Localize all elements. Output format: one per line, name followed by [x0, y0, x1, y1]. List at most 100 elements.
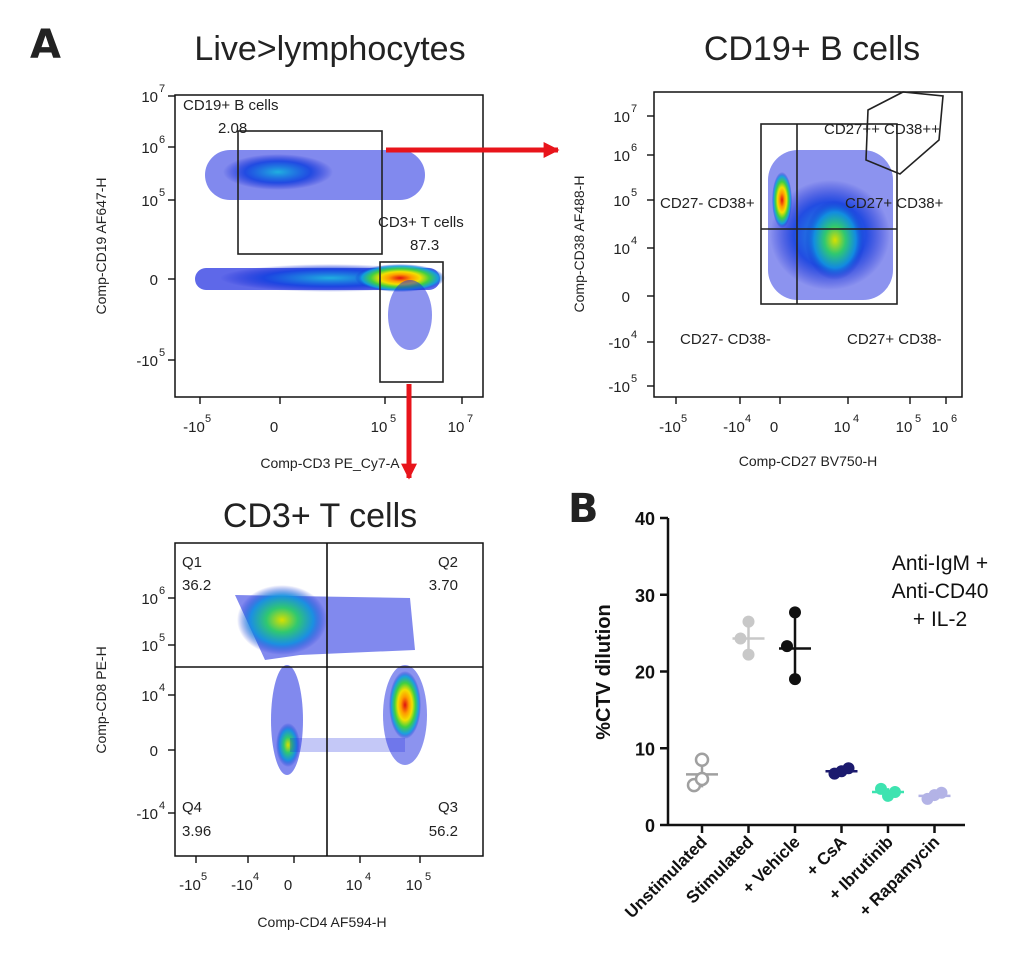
x-axis-label: Comp-CD27 BV750-H	[739, 453, 878, 469]
tick-base: 10	[448, 419, 465, 436]
tick-base: 0	[150, 743, 158, 760]
data-point	[742, 648, 755, 661]
tick-base: 10	[346, 877, 363, 894]
tick-label: -10 5	[608, 373, 637, 396]
tick-exponent: 6	[631, 142, 637, 154]
plot-frame	[653, 91, 963, 398]
data-point	[789, 606, 801, 619]
tick-label: 10 7	[448, 413, 473, 436]
tick-base: -10	[231, 877, 253, 894]
tick-base: 10	[613, 241, 630, 258]
gate-cd3-t-cells[interactable]	[379, 261, 444, 383]
data-point	[842, 762, 855, 775]
tick-base: 10	[141, 591, 158, 608]
y-tick-label: 0	[645, 816, 655, 836]
x-axis-label: Comp-CD4 AF594-H	[257, 914, 386, 930]
tick-exponent: 4	[853, 413, 859, 425]
tick-base: 10	[141, 638, 158, 655]
tick-base: 10	[406, 877, 423, 894]
data-point	[781, 640, 793, 653]
y-tick-label: 30	[635, 586, 655, 606]
tick-exponent: 6	[159, 585, 165, 597]
y-tick-label: 10	[635, 739, 655, 759]
quadrant-name: Q3	[438, 799, 458, 816]
tick-label: 0	[270, 419, 278, 436]
tick-label: 10 5	[613, 187, 637, 210]
quadrant-value: 36.2	[182, 577, 211, 594]
tick-label: -10 5	[659, 413, 687, 436]
series-2	[779, 606, 811, 686]
tick-base: 10	[613, 193, 630, 210]
category-label: Unstimulated	[621, 832, 711, 922]
category-label: + Rapamycin	[855, 832, 943, 920]
tick-exponent: 4	[365, 871, 371, 883]
quadrant-name: Q2	[438, 554, 458, 571]
flow-plot-t-cells: CD3+ T cells Q1 36.2 Q2 3.70 Q4 3.96 Q3 …	[93, 497, 484, 930]
tick-label: 10 5	[406, 871, 431, 894]
tick-label: 0	[150, 272, 158, 289]
quadrant-name: Q4	[182, 799, 202, 816]
flow-plot-b-cells: CD19+ B cells CD27++ CD38++ CD27- CD38+ …	[571, 30, 963, 469]
tick-label: -10 5	[136, 347, 165, 370]
series-0	[686, 752, 718, 793]
data-point	[694, 752, 710, 768]
y-axis-label: %CTV dilution	[593, 604, 615, 740]
tick-exponent: 5	[681, 413, 687, 425]
tick-base: -10	[183, 419, 205, 436]
tick-base: 10	[834, 419, 851, 436]
tick-label: 10 7	[613, 103, 637, 126]
gate-value: 87.3	[410, 237, 439, 254]
tick-exponent: 5	[205, 413, 211, 425]
quadrant-value: 3.96	[182, 823, 211, 840]
flow-plot-live: Live>lymphocytes CD19+ B cells 2.08 CD3+…	[93, 30, 484, 471]
gate-cd19-b-cells[interactable]	[237, 130, 383, 255]
tick-exponent: 5	[159, 187, 165, 199]
plot-title: Live>lymphocytes	[194, 30, 465, 68]
tick-exponent: 4	[159, 682, 165, 694]
tick-base: 10	[371, 419, 388, 436]
tick-label: 10 4	[613, 235, 637, 258]
data-point	[889, 785, 901, 798]
quadrant-name: Q1	[182, 554, 202, 571]
plot-density	[768, 150, 893, 300]
tick-label: 10 4	[141, 682, 165, 705]
tick-label: 10 6	[613, 142, 637, 165]
tick-label: 10 6	[932, 413, 957, 436]
data-point	[935, 786, 948, 799]
quadrant-value: 56.2	[429, 823, 458, 840]
data-point	[734, 632, 747, 645]
quadrant-label: CD27+ CD38+	[845, 195, 944, 212]
tick-exponent: 7	[467, 413, 473, 425]
gate-quadrant-box[interactable]	[760, 123, 898, 305]
tick-label: -10 4	[136, 800, 165, 823]
tick-label: 10 6	[141, 585, 165, 608]
tick-exponent: 4	[253, 871, 259, 883]
tick-exponent: 5	[159, 632, 165, 644]
tick-exponent: 7	[631, 103, 637, 115]
tick-label: 10 6	[141, 134, 165, 157]
tick-exponent: 5	[631, 187, 637, 199]
gate-cd27-cd38-high[interactable]	[865, 91, 944, 175]
data-point	[742, 615, 755, 628]
tick-exponent: 5	[631, 373, 637, 385]
quadrant-label: CD27- CD38+	[660, 195, 755, 212]
plot-density	[235, 585, 427, 775]
tick-base: 10	[141, 193, 158, 210]
tick-label: -10 4	[231, 871, 259, 894]
tick-base: -10	[723, 419, 745, 436]
tick-exponent: 4	[745, 413, 751, 425]
tick-label: -10 5	[179, 871, 207, 894]
y-tick-label: 40	[635, 509, 655, 529]
tick-label: 0	[150, 743, 158, 760]
tick-base: -10	[136, 353, 158, 370]
tick-exponent: 4	[631, 329, 637, 341]
tick-base: 0	[622, 289, 630, 306]
plot-frame	[174, 542, 484, 857]
tick-label: 0	[770, 419, 778, 436]
x-axis-label: Comp-CD3 PE_Cy7-A	[260, 455, 400, 471]
tick-base: 0	[150, 272, 158, 289]
tick-exponent: 5	[201, 871, 207, 883]
panel-label-b: B	[568, 486, 599, 532]
series-1	[732, 615, 765, 661]
